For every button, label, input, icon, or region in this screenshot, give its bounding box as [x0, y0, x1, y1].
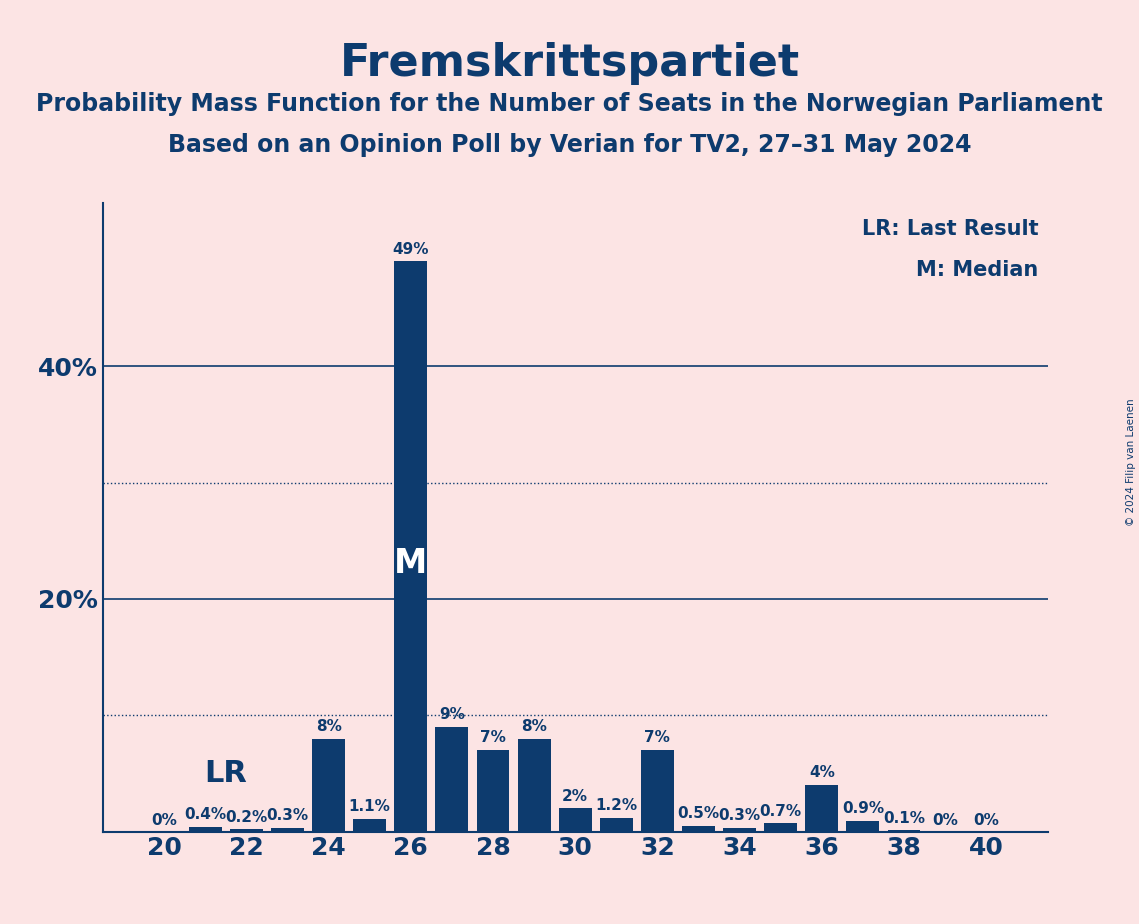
Text: 0.4%: 0.4% — [185, 808, 227, 822]
Bar — [476, 750, 509, 832]
Text: 0.2%: 0.2% — [226, 809, 268, 824]
Bar — [887, 831, 920, 832]
Bar — [230, 829, 263, 832]
Bar — [517, 738, 550, 832]
Text: 4%: 4% — [809, 765, 835, 781]
Text: 0.9%: 0.9% — [842, 801, 884, 817]
Text: Fremskrittspartiet: Fremskrittspartiet — [339, 42, 800, 85]
Bar — [559, 808, 591, 832]
Bar — [353, 819, 386, 832]
Text: Based on an Opinion Poll by Verian for TV2, 27–31 May 2024: Based on an Opinion Poll by Verian for T… — [167, 133, 972, 157]
Text: 8%: 8% — [522, 719, 547, 734]
Bar — [682, 826, 715, 832]
Bar — [846, 821, 879, 832]
Text: 9%: 9% — [439, 707, 465, 723]
Text: 0%: 0% — [932, 813, 958, 828]
Text: 8%: 8% — [316, 719, 342, 734]
Text: 2%: 2% — [563, 789, 588, 804]
Text: 7%: 7% — [645, 731, 671, 746]
Text: 0.1%: 0.1% — [883, 810, 925, 826]
Text: 0%: 0% — [974, 813, 999, 828]
Text: 1.1%: 1.1% — [349, 799, 391, 814]
Text: 1.2%: 1.2% — [596, 798, 638, 813]
Bar — [312, 738, 345, 832]
Bar — [723, 828, 756, 832]
Text: LR: Last Result: LR: Last Result — [862, 219, 1039, 239]
Text: Probability Mass Function for the Number of Seats in the Norwegian Parliament: Probability Mass Function for the Number… — [36, 92, 1103, 116]
Text: M: M — [394, 548, 427, 580]
Text: 0.7%: 0.7% — [760, 804, 802, 819]
Text: M: Median: M: Median — [916, 260, 1039, 280]
Bar — [189, 827, 222, 832]
Text: 0.5%: 0.5% — [678, 806, 720, 821]
Bar — [764, 823, 797, 832]
Bar — [805, 785, 838, 832]
Bar — [600, 818, 633, 832]
Text: 0.3%: 0.3% — [267, 808, 309, 823]
Text: 0%: 0% — [151, 813, 177, 828]
Bar — [271, 828, 304, 832]
Text: LR: LR — [204, 759, 247, 788]
Text: 49%: 49% — [393, 242, 429, 257]
Bar — [641, 750, 674, 832]
Text: 0.3%: 0.3% — [719, 808, 761, 823]
Bar — [435, 727, 468, 832]
Text: 7%: 7% — [480, 731, 506, 746]
Bar — [394, 261, 427, 832]
Text: © 2024 Filip van Laenen: © 2024 Filip van Laenen — [1126, 398, 1136, 526]
